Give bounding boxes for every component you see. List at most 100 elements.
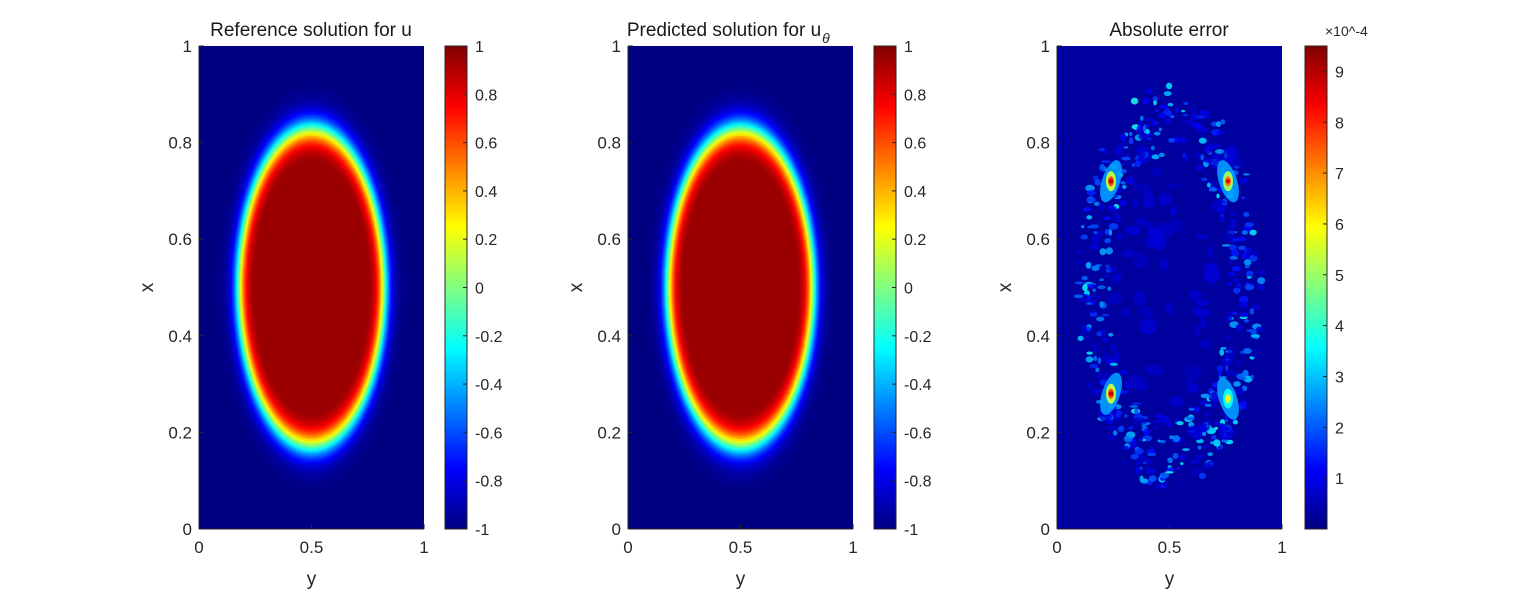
x-tick-label: 1 xyxy=(848,538,857,557)
error-blob xyxy=(1112,272,1122,284)
error-speckle xyxy=(1107,286,1112,291)
error-blob xyxy=(1210,391,1218,410)
error-speckle xyxy=(1078,297,1088,303)
error-speckle xyxy=(1102,337,1108,343)
x-tick-label: 0 xyxy=(1052,538,1061,557)
error-speckle xyxy=(1259,284,1266,291)
error-speckle xyxy=(1120,199,1127,207)
x-axis-label: y xyxy=(307,569,317,590)
error-speckle xyxy=(1093,201,1100,207)
colorbar-tick-label: 0.6 xyxy=(904,136,926,153)
error-speckle xyxy=(1243,258,1252,266)
error-speckle xyxy=(1158,481,1169,489)
error-speckle xyxy=(1211,435,1217,440)
error-speckle xyxy=(1105,247,1114,255)
colorbar xyxy=(1304,45,1328,530)
error-speckle xyxy=(1204,412,1209,417)
error-speckle xyxy=(1136,125,1143,132)
error-speckle xyxy=(1191,106,1196,113)
error-speckle xyxy=(1122,184,1127,189)
x-tick-label: 0 xyxy=(194,538,203,557)
error-blob xyxy=(1168,395,1185,407)
y-tick-label: 0 xyxy=(1041,520,1050,539)
y-axis-label: x xyxy=(995,282,1016,292)
error-blob xyxy=(1171,218,1183,233)
error-speckle xyxy=(1254,348,1258,353)
error-speckle xyxy=(1097,285,1106,290)
error-speckle xyxy=(1209,186,1217,192)
error-blob xyxy=(1195,233,1209,240)
error-speckle xyxy=(1081,275,1088,281)
error-speckle xyxy=(1244,319,1249,323)
error-speckle xyxy=(1215,121,1222,128)
error-speckle xyxy=(1213,419,1219,427)
x-axis-label: y xyxy=(1165,569,1175,590)
error-speckle xyxy=(1159,472,1170,479)
error-blob xyxy=(1207,246,1215,260)
error-blob xyxy=(1134,290,1147,307)
error-speckle xyxy=(1198,470,1203,473)
error-speckle xyxy=(1128,440,1138,449)
error-speckle xyxy=(1095,389,1100,397)
colorbar-tick-label: 0.2 xyxy=(475,232,497,249)
error-speckle xyxy=(1134,447,1144,455)
error-speckle xyxy=(1242,173,1250,176)
colorbar-tick-label: 9 xyxy=(1335,64,1344,81)
y-tick-label: 1 xyxy=(1041,37,1050,56)
colorbar-tick-label: -1 xyxy=(475,522,489,539)
error-speckle xyxy=(1159,439,1166,444)
error-speckle xyxy=(1074,281,1084,285)
y-tick-label: 0.6 xyxy=(597,230,621,249)
y-tick-label: 0.6 xyxy=(168,230,192,249)
colorbar-tick-label: -0.2 xyxy=(475,329,503,346)
colorbar-tick-label: -0.2 xyxy=(904,329,932,346)
error-speckle xyxy=(1167,457,1173,464)
error-speckle xyxy=(1087,283,1095,289)
error-speckle xyxy=(1192,406,1200,412)
error-blob xyxy=(1227,345,1234,361)
error-speckle xyxy=(1101,313,1110,317)
error-speckle xyxy=(1153,419,1164,424)
error-speckle xyxy=(1177,483,1183,487)
error-speckle xyxy=(1091,309,1096,315)
error-blob xyxy=(1204,262,1218,271)
y-tick-label: 0.2 xyxy=(1026,423,1050,442)
error-speckle xyxy=(1094,179,1103,186)
error-speckle xyxy=(1117,426,1124,432)
error-speckle xyxy=(1231,266,1242,272)
error-speckle xyxy=(1239,177,1249,184)
error-speckle xyxy=(1215,131,1225,135)
error-speckle xyxy=(1104,274,1109,278)
error-blob xyxy=(1166,182,1182,190)
error-speckle xyxy=(1243,247,1253,255)
error-speckle xyxy=(1241,230,1248,235)
error-speckle xyxy=(1151,154,1160,160)
error-speckle xyxy=(1122,460,1126,465)
colorbar-tick-label: -0.4 xyxy=(904,377,932,394)
error-speckle xyxy=(1090,236,1100,244)
error-speckle xyxy=(1244,222,1254,228)
error-speckle xyxy=(1225,364,1229,372)
error-speckle xyxy=(1209,181,1214,185)
error-speckle xyxy=(1240,400,1248,405)
error-speckle xyxy=(1108,228,1113,236)
error-speckle xyxy=(1180,137,1187,145)
error-speckle xyxy=(1076,251,1083,254)
error-blob xyxy=(1121,308,1130,318)
error-speckle xyxy=(1103,216,1112,221)
error-speckle xyxy=(1122,390,1130,394)
error-speckle xyxy=(1257,277,1266,285)
error-speckle xyxy=(1207,452,1213,457)
error-speckle xyxy=(1239,245,1243,251)
error-speckle xyxy=(1234,387,1245,396)
colorbar-tick-label: -0.8 xyxy=(904,474,932,491)
error-speckle xyxy=(1250,304,1261,310)
error-speckle xyxy=(1112,206,1117,213)
error-speckle xyxy=(1185,119,1194,125)
error-speckle xyxy=(1243,225,1252,232)
error-speckle xyxy=(1200,393,1210,399)
error-speckle xyxy=(1159,104,1169,110)
error-speckle xyxy=(1198,129,1202,136)
error-speckle xyxy=(1191,468,1197,472)
error-speckle xyxy=(1154,425,1159,430)
